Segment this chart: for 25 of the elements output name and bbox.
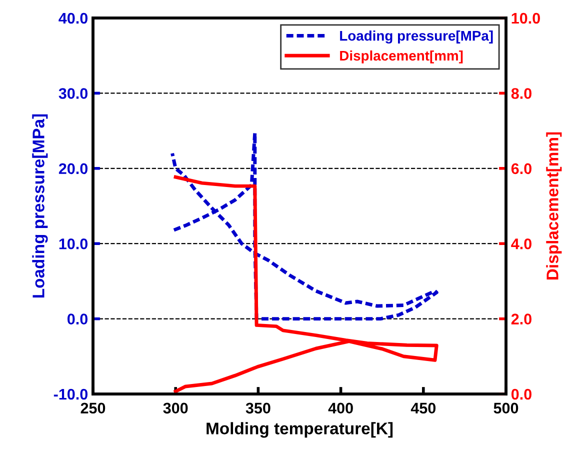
y2-tick-label: 4.0 xyxy=(511,238,532,250)
y2-tick-label: 10.0 xyxy=(512,12,540,24)
y-tick-label: 0.0 xyxy=(68,314,88,324)
y-tick-label: -10.0 xyxy=(54,388,88,400)
y-tick-label: 20.0 xyxy=(58,163,88,174)
x-tick-label: 450 xyxy=(410,402,436,414)
x-tick-label: 350 xyxy=(246,402,270,414)
y-tick-label: 10.0 xyxy=(59,238,88,250)
x-tick-label: 300 xyxy=(163,402,188,414)
line-series xyxy=(170,131,438,321)
legend-label: Displacement[mm] xyxy=(340,50,463,64)
y2-axis-title: Displacement[mm] xyxy=(546,132,562,280)
x-tick-label: 500 xyxy=(494,402,518,414)
y-tick-label: 40.0 xyxy=(58,12,88,24)
y2-tick-label: 6.0 xyxy=(511,163,532,174)
x-tick-label: 250 xyxy=(80,402,106,414)
y2-tick-label: 2.0 xyxy=(511,314,532,324)
y2-tick-label: 0.0 xyxy=(511,388,532,400)
line-series xyxy=(174,175,438,394)
x-axis-title: Molding temperature[K] xyxy=(206,422,393,438)
y-axis-title: Loading pressure[MPa] xyxy=(32,114,48,298)
y2-tick-label: 8.0 xyxy=(511,88,532,99)
x-tick-label: 400 xyxy=(328,402,353,414)
y-tick-label: 30.0 xyxy=(58,88,88,99)
legend-label: Loading pressure[MPa] xyxy=(340,30,493,44)
